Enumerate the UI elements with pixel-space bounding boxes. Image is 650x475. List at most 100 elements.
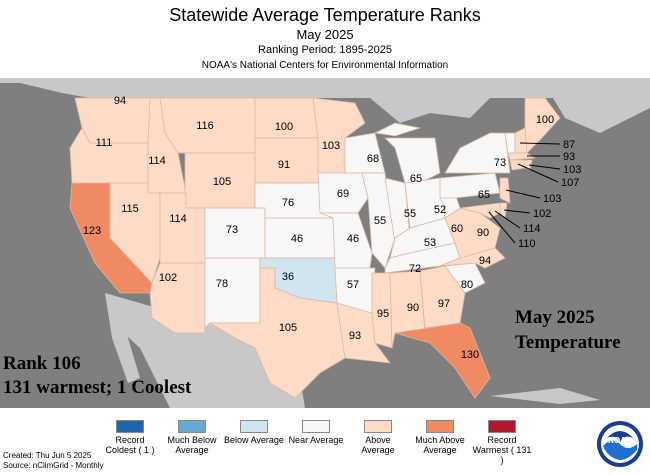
legend-label: Record Coldest ( 1 ): [105, 435, 155, 455]
rank-label-wa: 94: [114, 95, 126, 107]
legend-item-much-below: Much Below Average: [162, 420, 222, 455]
overlay-variable-text: Temperature: [515, 332, 621, 353]
legend-swatch: [178, 420, 206, 433]
data-source: Source: nClimGrid - Monthly: [3, 461, 104, 470]
rank-label-la: 93: [349, 330, 361, 342]
source-agency: NOAA's National Centers for Environmenta…: [201, 60, 449, 71]
rank-label-ks: 46: [291, 233, 303, 245]
state-mi: [373, 122, 441, 184]
overlay-period: May 2025 Temperature: [515, 305, 621, 355]
rank-label-id: 114: [148, 155, 166, 167]
legend-label: Below Average: [224, 435, 284, 445]
caribbean-land: [490, 388, 600, 404]
created-date: Created: Thu Jun 5 2025: [3, 451, 92, 460]
legend-label: Near Average: [288, 435, 344, 445]
rank-label-nm: 78: [216, 278, 228, 290]
callout-label-de: 102: [533, 208, 551, 220]
callout-label-md: 114: [523, 223, 541, 235]
legend-label: Above Average: [361, 435, 395, 455]
map-subtitle: May 2025: [296, 27, 354, 42]
legend-swatch: [488, 420, 516, 433]
legend-item-near: Near Average: [286, 420, 346, 445]
national-rank-text: Rank 106: [3, 353, 81, 374]
rank-label-pa: 65: [478, 189, 490, 201]
rank-label-az: 102: [159, 272, 177, 284]
callout-label-ri: 103: [563, 164, 581, 176]
rank-label-ut: 114: [169, 213, 187, 225]
callout-line-nj: [505, 189, 541, 199]
legend-swatch: [116, 420, 144, 433]
rank-label-va: 90: [477, 227, 489, 239]
rank-label-co: 73: [226, 224, 238, 236]
noaa-logo-text: NOAA: [608, 436, 632, 445]
ranking-period: Ranking Period: 1895-2025: [258, 44, 392, 56]
state-nj: [499, 177, 511, 204]
rank-label-sd: 91: [278, 159, 290, 171]
rank-label-me: 100: [536, 114, 554, 126]
rank-label-ga: 97: [438, 298, 450, 310]
canada-landmass: [0, 78, 650, 133]
legend-label: Much Below Average: [167, 435, 217, 455]
legend-item-below: Below Average: [224, 420, 284, 445]
us-state-map: 94 111 123 115 114 116 105 114 102 73 78 100 91 76 46 3…: [0, 78, 650, 408]
rank-label-ar: 57: [347, 279, 359, 291]
callout-line-dc: [488, 211, 516, 244]
rank-label-ok: 36: [282, 271, 294, 283]
rank-label-wi: 68: [367, 153, 379, 165]
callout-line-md: [494, 210, 521, 229]
rank-label-ca: 123: [83, 225, 101, 237]
rank-label-fl: 130: [461, 349, 479, 361]
rank-label-wy: 105: [213, 176, 231, 188]
rank-label-al: 90: [407, 302, 419, 314]
rank-label-tn: 72: [409, 263, 421, 275]
rank-label-or: 111: [96, 137, 113, 149]
legend-swatch: [426, 420, 454, 433]
rank-label-mi: 65: [410, 173, 422, 185]
callout-label-dc: 110: [518, 238, 536, 250]
rank-label-oh: 52: [434, 204, 446, 216]
map-header: Statewide Average Temperature Ranks May …: [0, 0, 650, 78]
rank-label-ny: 73: [494, 157, 506, 169]
state-md: [459, 202, 501, 219]
rank-label-mt: 116: [196, 120, 214, 132]
rank-label-il: 55: [374, 215, 386, 227]
rank-label-tx: 105: [279, 322, 297, 334]
callout-line-ri: [528, 164, 561, 170]
callout-line-nh: [519, 142, 561, 145]
baja-peninsula: [105, 293, 140, 383]
legend-label: Record Warmest ( 131 ): [472, 435, 532, 465]
rank-label-ia: 69: [337, 188, 349, 200]
states-layer: [69, 97, 561, 399]
labels-layer: 94 111 123 115 114 116 105 114 102 73 78 100 91 76 46 3…: [83, 95, 554, 361]
map-title: Statewide Average Temperature Ranks: [169, 5, 481, 25]
legend-item-record-coldest: Record Coldest ( 1 ): [100, 420, 160, 455]
legend-item-above: Above Average: [348, 420, 408, 455]
rank-label-nv: 115: [121, 203, 139, 215]
noaa-logo-wave: [603, 440, 637, 460]
rank-label-in: 55: [404, 208, 416, 220]
rank-label-wv: 60: [451, 223, 463, 235]
rank-label-ms: 95: [377, 308, 389, 320]
rank-label-nc: 94: [479, 255, 491, 267]
noaa-logo-bird: [607, 431, 633, 442]
rank-label-mn: 103: [322, 140, 340, 152]
rank-label-nd: 100: [275, 121, 293, 133]
state-ma: [507, 152, 537, 161]
callout-label-nh: 87: [563, 139, 575, 151]
callout-label-ma: 93: [563, 151, 575, 163]
rank-label-sc: 80: [461, 279, 473, 291]
legend-swatch: [240, 420, 268, 433]
overlay-month-text: May 2025: [515, 307, 595, 328]
mexico-landmass: [105, 293, 305, 408]
callout-label-ct: 107: [561, 177, 579, 189]
legend-item-record-warmest: Record Warmest ( 131 ): [472, 420, 532, 465]
state-ms: [371, 272, 393, 349]
state-pa: [439, 172, 501, 199]
state-ga: [419, 265, 466, 329]
state-la: [336, 302, 391, 364]
overlay-rank-summary: Rank 106 131 warmest; 1 Coolest: [3, 352, 191, 400]
callout-label-nj: 103: [543, 193, 561, 205]
footer: Created: Thu Jun 5 2025 Source: nClimGri…: [3, 451, 103, 471]
legend-item-much-above: Much Above Average: [410, 420, 470, 455]
